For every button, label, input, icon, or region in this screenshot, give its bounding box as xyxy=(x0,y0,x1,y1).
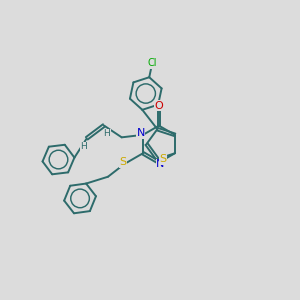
Text: H: H xyxy=(103,129,110,138)
Text: O: O xyxy=(154,101,163,111)
Text: N: N xyxy=(156,159,165,169)
Text: Cl: Cl xyxy=(148,58,157,68)
Text: S: S xyxy=(159,154,166,164)
Text: S: S xyxy=(119,158,127,167)
Text: H: H xyxy=(80,142,87,151)
Text: N: N xyxy=(136,128,145,138)
